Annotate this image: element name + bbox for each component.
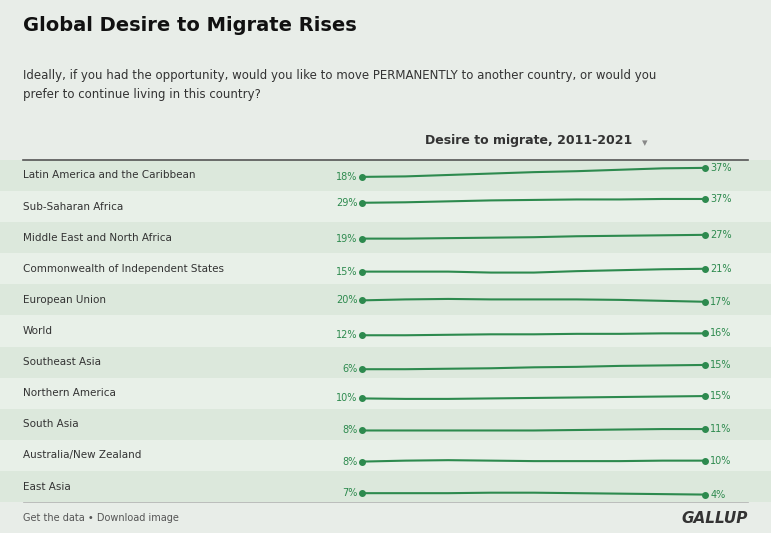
FancyBboxPatch shape [0,378,771,409]
Text: ▾: ▾ [642,138,648,148]
Text: 19%: 19% [336,233,358,244]
Text: 21%: 21% [710,264,732,274]
FancyBboxPatch shape [0,316,771,346]
Text: Get the data • Download image: Get the data • Download image [23,513,179,523]
Text: Desire to migrate, 2011-2021: Desire to migrate, 2011-2021 [425,134,631,147]
Text: 8%: 8% [342,457,358,466]
FancyBboxPatch shape [0,222,771,253]
Text: 4%: 4% [710,490,726,499]
Text: 29%: 29% [336,198,358,208]
Text: 10%: 10% [336,393,358,403]
FancyBboxPatch shape [0,284,771,316]
Text: 10%: 10% [710,456,732,466]
Text: 20%: 20% [336,295,358,305]
Text: South Asia: South Asia [23,419,79,429]
Text: 37%: 37% [710,163,732,173]
Text: Sub-Saharan Africa: Sub-Saharan Africa [23,201,123,212]
Text: 11%: 11% [710,424,732,434]
Text: Southeast Asia: Southeast Asia [23,357,101,367]
Text: 7%: 7% [342,488,358,498]
Text: Global Desire to Migrate Rises: Global Desire to Migrate Rises [23,16,357,35]
Text: Commonwealth of Independent States: Commonwealth of Independent States [23,264,224,274]
Text: Northern America: Northern America [23,388,116,398]
Text: GALLUP: GALLUP [682,511,748,526]
FancyBboxPatch shape [0,440,771,471]
Text: 17%: 17% [710,297,732,307]
Text: 15%: 15% [710,360,732,370]
Text: 8%: 8% [342,425,358,435]
Text: European Union: European Union [23,295,106,305]
FancyBboxPatch shape [0,160,771,191]
FancyBboxPatch shape [0,346,771,378]
Text: Ideally, if you had the opportunity, would you like to move PERMANENTLY to anoth: Ideally, if you had the opportunity, wou… [23,69,656,101]
Text: East Asia: East Asia [23,481,71,491]
Text: Australia/New Zealand: Australia/New Zealand [23,450,142,461]
FancyBboxPatch shape [0,409,771,440]
Text: 18%: 18% [336,172,358,182]
FancyBboxPatch shape [0,471,771,502]
Text: 6%: 6% [342,364,358,374]
Text: 12%: 12% [336,330,358,340]
Text: 27%: 27% [710,230,732,240]
Text: 15%: 15% [336,266,358,277]
Text: World: World [23,326,53,336]
Text: 16%: 16% [710,328,732,338]
Text: 15%: 15% [710,391,732,401]
Text: Middle East and North Africa: Middle East and North Africa [23,233,172,243]
Text: 37%: 37% [710,194,732,204]
FancyBboxPatch shape [0,253,771,284]
FancyBboxPatch shape [0,191,771,222]
Text: Latin America and the Caribbean: Latin America and the Caribbean [23,171,196,181]
